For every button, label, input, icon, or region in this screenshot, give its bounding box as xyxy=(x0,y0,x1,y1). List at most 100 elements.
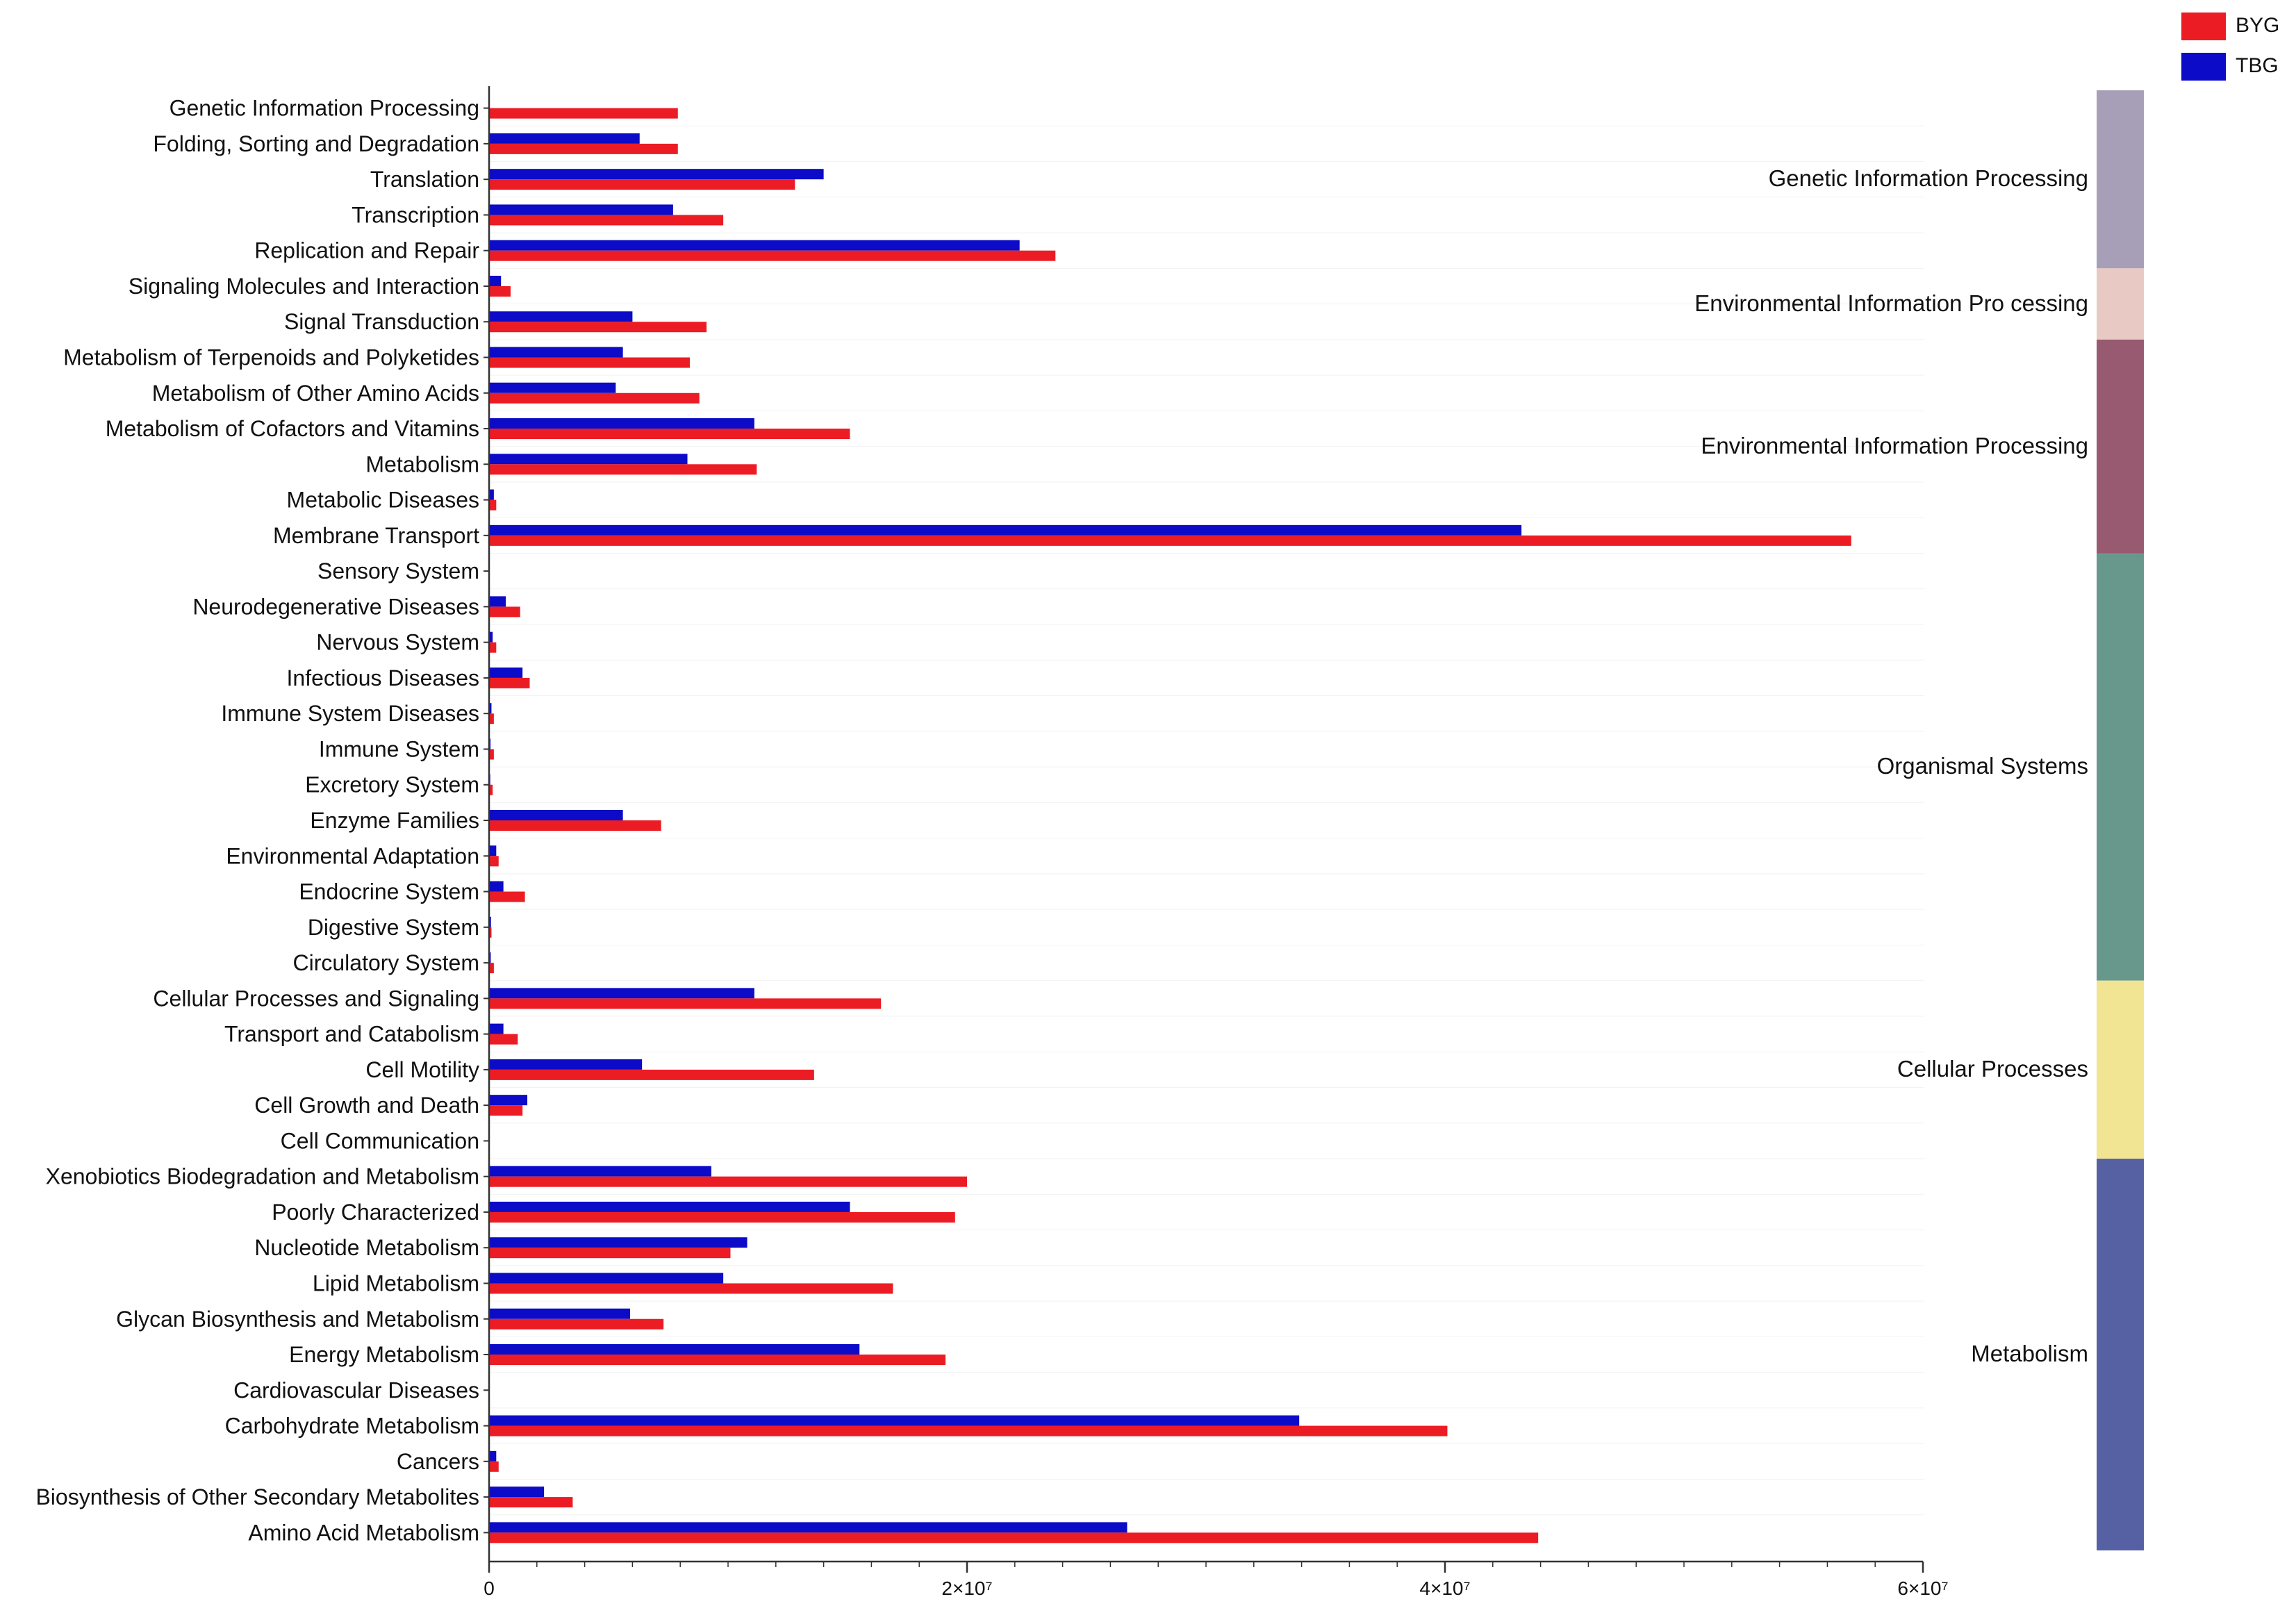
bar-tbg-cell-growth-and-death xyxy=(489,1095,528,1106)
category-label: Nervous System xyxy=(316,630,479,655)
bar-byg-environmental-adaptation xyxy=(489,856,499,867)
bar-byg-excretory-system xyxy=(489,784,493,795)
bar-byg-xenobiotics-biodegradation-and-metabolism xyxy=(489,1176,967,1187)
bar-tbg-infectious-diseases xyxy=(489,667,523,678)
bar-tbg-folding-sorting-and-degradation xyxy=(489,133,640,144)
category-label: Metabolism xyxy=(365,452,479,477)
category-label: Carbohydrate Metabolism xyxy=(225,1414,479,1439)
legend-swatch-tbg xyxy=(2181,53,2226,81)
bar-byg-membrane-transport xyxy=(489,535,1851,546)
category-label: Cardiovascular Diseases xyxy=(233,1377,479,1402)
bar-tbg-amino-acid-metabolism xyxy=(489,1522,1128,1533)
group-strip-genetic-information-processing xyxy=(2097,90,2144,269)
group-strip-environmental-information-pro-cessing xyxy=(2097,268,2144,340)
bar-byg-endocrine-system xyxy=(489,891,525,902)
bar-byg-metabolism xyxy=(489,464,757,475)
category-label: Cancers xyxy=(397,1449,479,1474)
x-tick-label: 0 xyxy=(484,1578,495,1599)
group-label-metabolism: Metabolism xyxy=(1971,1341,2088,1367)
legend-label-tbg: TBG xyxy=(2236,53,2279,77)
category-label: Endocrine System xyxy=(299,879,479,904)
bar-byg-nucleotide-metabolism xyxy=(489,1248,731,1259)
bar-tbg-neurodegenerative-diseases xyxy=(489,596,506,607)
x-tick-label: 2×10⁷ xyxy=(941,1578,992,1599)
category-label: Sensory System xyxy=(317,558,479,583)
category-label: Genetic Information Processing xyxy=(170,96,479,121)
bar-tbg-immune-system-diseases xyxy=(489,703,492,714)
group-strip-organismal-systems xyxy=(2097,553,2144,981)
bar-byg-infectious-diseases xyxy=(489,677,530,688)
bar-tbg-translation xyxy=(489,169,824,180)
x-axis: 0 2×10⁷ 4×10⁷ 6×10⁷ xyxy=(484,86,1949,1599)
bar-byg-signal-transduction xyxy=(489,322,707,333)
category-label: Glycan Biosynthesis and Metabolism xyxy=(116,1307,479,1332)
category-label: Xenobiotics Biodegradation and Metabolis… xyxy=(46,1164,479,1189)
bar-tbg-membrane-transport xyxy=(489,524,1522,536)
bar-tbg-nucleotide-metabolism xyxy=(489,1237,748,1248)
bar-tbg-nervous-system xyxy=(489,631,493,643)
bar-byg-amino-acid-metabolism xyxy=(489,1532,1539,1543)
bar-tbg-xenobiotics-biodegradation-and-metabolism xyxy=(489,1166,711,1177)
bar-byg-glycan-biosynthesis-and-metabolism xyxy=(489,1318,664,1330)
category-label: Cell Motility xyxy=(365,1057,479,1082)
bar-tbg-signaling-molecules-and-interaction xyxy=(489,275,502,286)
bar-byg-genetic-information-processing xyxy=(489,108,678,119)
category-label: Metabolism of Other Amino Acids xyxy=(152,381,479,406)
bar-tbg-endocrine-system xyxy=(489,881,504,892)
category-label: Amino Acid Metabolism xyxy=(248,1520,479,1545)
bar-byg-digestive-system xyxy=(489,927,492,938)
category-label: Translation xyxy=(370,167,479,192)
bar-byg-cell-motility xyxy=(489,1069,814,1080)
group-label-genetic-information-processing: Genetic Information Processing xyxy=(1768,165,2088,192)
bar-byg-poorly-characterized xyxy=(489,1211,955,1223)
group-color-strip xyxy=(2097,90,2144,1550)
category-label: Cell Growth and Death xyxy=(254,1093,479,1118)
category-label: Poorly Characterized xyxy=(272,1200,479,1225)
category-label: Lipid Metabolism xyxy=(313,1270,479,1295)
category-label: Cell Communication xyxy=(281,1128,479,1153)
bar-byg-immune-system-diseases xyxy=(489,713,494,725)
category-label: Excretory System xyxy=(305,772,479,797)
bar-byg-nervous-system xyxy=(489,642,497,653)
bar-tbg-metabolism-of-cofactors-and-vitamins xyxy=(489,418,754,429)
bar-byg-immune-system xyxy=(489,749,494,760)
legend-item-tbg: TBG xyxy=(2181,53,2279,81)
bar-byg-transport-and-catabolism xyxy=(489,1034,518,1045)
category-label: Signaling Molecules and Interaction xyxy=(129,274,479,299)
bar-byg-metabolism-of-cofactors-and-vitamins xyxy=(489,429,850,440)
category-label: Cellular Processes and Signaling xyxy=(153,986,479,1011)
bar-byg-metabolism-of-other-amino-acids xyxy=(489,392,700,404)
bar-tbg-metabolism-of-terpenoids-and-polyketides xyxy=(489,347,623,358)
category-label: Metabolism of Cofactors and Vitamins xyxy=(106,416,479,441)
bar-byg-biosynthesis-of-other-secondary-metabolites xyxy=(489,1497,573,1508)
bar-byg-enzyme-families xyxy=(489,820,661,831)
category-label: Environmental Adaptation xyxy=(226,843,479,868)
legend-item-byg: BYG xyxy=(2181,13,2279,40)
category-label: Infectious Diseases xyxy=(287,665,479,690)
x-tick-label: 4×10⁷ xyxy=(1419,1578,1470,1599)
category-label: Metabolic Diseases xyxy=(287,488,479,513)
legend-swatch-byg xyxy=(2181,13,2226,40)
bar-tbg-enzyme-families xyxy=(489,810,623,820)
category-labels: Genetic Information Processing Folding, S… xyxy=(35,96,489,1545)
group-label-environmental-information-processing: Environmental Information Processing xyxy=(1701,432,2088,458)
category-label: Enzyme Families xyxy=(310,808,479,833)
category-label: Nucleotide Metabolism xyxy=(254,1235,479,1260)
bar-tbg-transcription xyxy=(489,204,673,215)
bar-tbg-cellular-processes-and-signaling xyxy=(489,988,754,999)
bar-byg-cellular-processes-and-signaling xyxy=(489,998,882,1009)
group-strip-metabolism xyxy=(2097,1159,2144,1550)
bar-tbg-glycan-biosynthesis-and-metabolism xyxy=(489,1308,630,1319)
bar-byg-folding-sorting-and-degradation xyxy=(489,143,678,154)
category-label: Digestive System xyxy=(308,915,479,940)
bars-layer xyxy=(489,108,1924,1543)
category-label: Energy Metabolism xyxy=(289,1342,479,1367)
category-label: Circulatory System xyxy=(293,950,480,975)
bar-tbg-replication-and-repair xyxy=(489,240,1020,251)
category-label: Folding, Sorting and Degradation xyxy=(153,131,479,156)
category-label: Transport and Catabolism xyxy=(224,1022,479,1047)
group-strip-cellular-processes xyxy=(2097,980,2144,1159)
bar-tbg-carbohydrate-metabolism xyxy=(489,1415,1300,1426)
bar-tbg-metabolic-diseases xyxy=(489,489,494,500)
